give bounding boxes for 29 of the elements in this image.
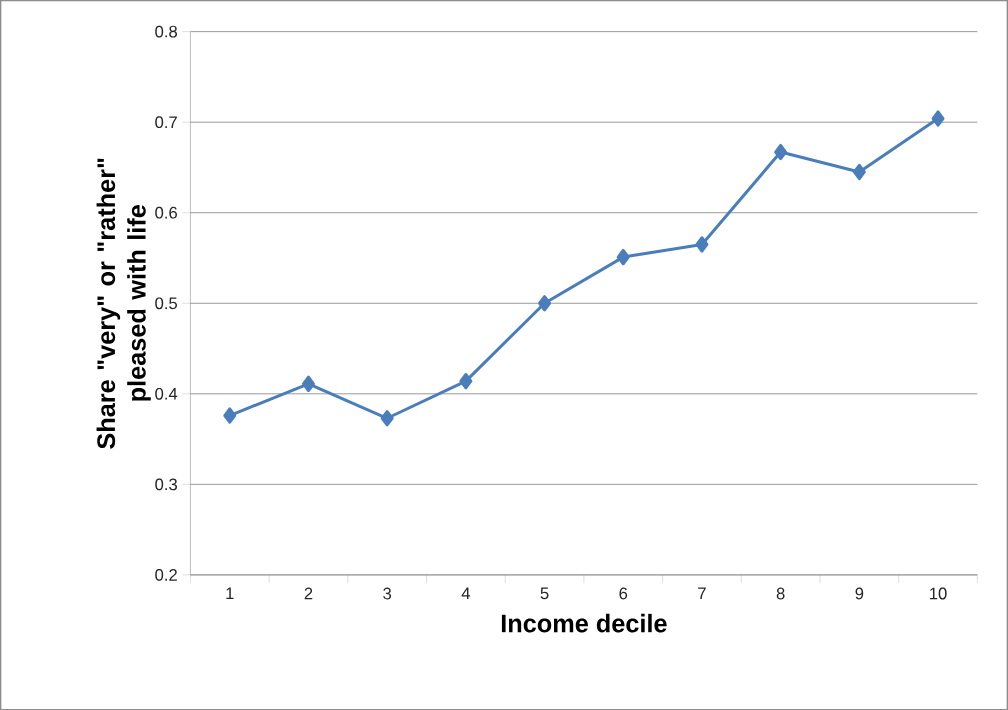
point: [695, 236, 709, 253]
x-tick-label: 8: [776, 587, 785, 600]
y-axis-title: Share "very" or "rather" pleased with life: [96, 158, 151, 449]
y-tick-label: 0.7: [155, 116, 177, 128]
point: [852, 163, 866, 180]
point: [538, 294, 552, 312]
y-tick-label: 0.2: [155, 568, 177, 581]
point: [380, 409, 394, 427]
x-tick-label: 4: [461, 587, 470, 599]
point: [931, 110, 945, 127]
x-tick-label: 6: [619, 587, 628, 600]
y-tick-label: 0.4: [155, 387, 178, 400]
x-axis-title: Income decile: [501, 613, 667, 633]
x-tick-label: 3: [383, 587, 392, 600]
x-tick-label: 10: [930, 587, 947, 600]
x-tick-label: 7: [698, 587, 706, 599]
y-tick-label: 0.8: [155, 25, 178, 38]
point: [301, 375, 315, 392]
y-tick-label: 0.5: [155, 297, 178, 309]
x-tick-label: 9: [855, 587, 864, 600]
x-tick-label: 1: [226, 587, 234, 599]
y-tick-label: 0.6: [155, 206, 177, 219]
x-tick-label: 5: [540, 587, 549, 600]
point: [223, 407, 237, 424]
y-tick-label: 0.3: [155, 478, 177, 491]
point: [459, 372, 473, 390]
point: [616, 248, 630, 266]
point: [774, 143, 788, 161]
x-tick-label: 2: [304, 587, 313, 600]
